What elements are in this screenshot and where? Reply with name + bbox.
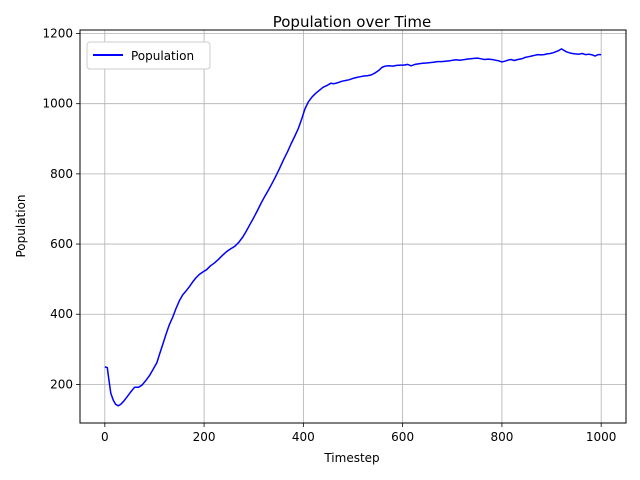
chart-title: Population over Time [273,13,432,31]
x-tick-label: 200 [193,430,216,444]
x-tick-label: 0 [101,430,109,444]
plot-frame [79,29,627,424]
x-tick-label: 400 [292,430,315,444]
legend-box [86,41,211,70]
x-tick-label: 800 [490,430,513,444]
y-tick-label: 1200 [42,27,73,41]
series-layer [104,48,602,407]
y-tick-label: 400 [50,307,73,321]
grid-lines [80,30,626,423]
y-tick-label: 200 [50,377,73,391]
y-tick-label: 800 [50,167,73,181]
y-tick-label: 1000 [42,97,73,111]
axis-ticks: 0 200 400 600 800 1000 200 400 600 800 1000 1200 [42,27,616,444]
y-tick-label: 600 [50,237,73,251]
y-axis-label: Population [14,194,28,257]
legend: Population [86,41,211,70]
population-line [104,48,602,407]
legend-label: Population [131,49,194,63]
plot-area-background [80,30,626,423]
x-tick-label: 1000 [586,430,617,444]
x-axis-label: Timestep [323,451,379,465]
x-tick-label: 600 [391,430,414,444]
